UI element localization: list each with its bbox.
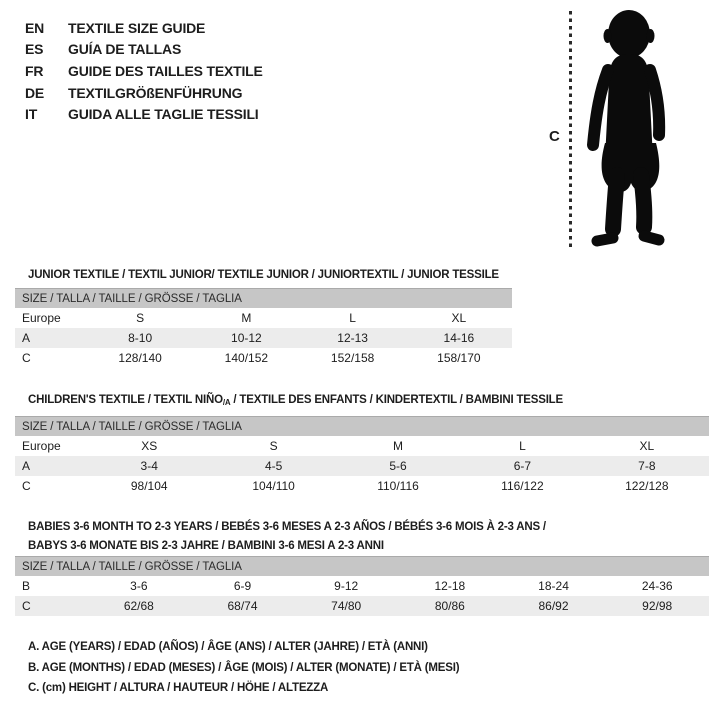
row-label: Europe xyxy=(22,439,61,453)
children-title-subscript: /A xyxy=(222,397,231,407)
size-cell: S xyxy=(269,439,278,453)
table-row-height: C 98/104 104/110 110/116 116/122 122/128 xyxy=(15,476,709,496)
row-label: C xyxy=(22,599,31,613)
age-cell: 9-12 xyxy=(334,579,359,593)
size-cell: L xyxy=(519,439,526,453)
height-cell: 92/98 xyxy=(642,599,673,613)
children-title-text: / TEXTILE DES ENFANTS / KINDERTEXTIL / B… xyxy=(230,393,563,406)
babies-section-title: BABIES 3-6 MONTH TO 2-3 YEARS / BEBÉS 3-… xyxy=(28,518,546,556)
height-measure-line xyxy=(569,11,572,251)
age-cell: 8-10 xyxy=(128,331,153,345)
age-cell: 7-8 xyxy=(638,459,656,473)
height-measure-label: C xyxy=(549,128,560,145)
size-cell: M xyxy=(393,439,404,453)
language-code: EN xyxy=(25,19,45,36)
toddler-silhouette-icon xyxy=(587,10,666,247)
height-cell: 98/104 xyxy=(130,479,168,493)
row-label: Europe xyxy=(22,311,61,325)
language-row-en: EN TEXTILE SIZE GUIDE xyxy=(25,17,263,39)
height-cell: 68/74 xyxy=(227,599,258,613)
height-cell: 152/158 xyxy=(330,351,375,365)
footnote-age-months: B. AGE (MONTHS) / EDAD (MESES) / ÂGE (MO… xyxy=(28,661,460,674)
size-header-row: SIZE / TALLA / TAILLE / GRÖSSE / TAGLIA xyxy=(15,556,709,576)
size-cell: XL xyxy=(451,311,467,325)
language-label: GUIDE DES TAILLES TEXTILE xyxy=(68,62,263,79)
age-cell: 12-18 xyxy=(434,579,466,593)
height-cell: 128/140 xyxy=(118,351,162,365)
height-cell: 62/68 xyxy=(123,599,154,613)
language-row-de: DE TEXTILGRÖßENFÜHRUNG xyxy=(25,82,263,104)
row-label: C xyxy=(22,479,31,493)
height-cell: 122/128 xyxy=(625,479,669,493)
children-section-title: CHILDREN'S TEXTILE / TEXTIL NIÑO/A / TEX… xyxy=(28,391,563,412)
babies-title-line2: BABYS 3-6 MONATE BIS 2-3 JAHRE / BAMBINI… xyxy=(28,539,384,552)
language-code: IT xyxy=(25,106,38,123)
junior-size-table: SIZE / TALLA / TAILLE / GRÖSSE / TAGLIA … xyxy=(15,288,512,368)
row-label: A xyxy=(22,331,31,345)
height-cell: 158/170 xyxy=(437,351,481,365)
age-cell: 18-24 xyxy=(538,579,569,593)
size-header-row: SIZE / TALLA / TAILLE / GRÖSSE / TAGLIA xyxy=(15,416,709,436)
children-size-table: SIZE / TALLA / TAILLE / GRÖSSE / TAGLIA … xyxy=(15,416,709,496)
height-cell: 74/80 xyxy=(331,599,362,613)
age-cell: 6-9 xyxy=(233,579,252,593)
language-label: GUIDA ALLE TAGLIE TESSILI xyxy=(68,106,259,123)
language-code: DE xyxy=(25,84,45,101)
size-cell: S xyxy=(136,311,145,325)
measurement-figure: C xyxy=(545,6,715,256)
age-cell: 24-36 xyxy=(641,579,673,593)
table-row-age-months: B 3-6 6-9 9-12 12-18 18-24 24-36 xyxy=(15,576,709,596)
table-row-age: A 8-10 10-12 12-13 14-16 xyxy=(15,328,512,348)
babies-size-table: SIZE / TALLA / TAILLE / GRÖSSE / TAGLIA … xyxy=(15,556,709,616)
age-cell: 3-4 xyxy=(140,459,158,473)
footnote-height-cm: C. (cm) HEIGHT / ALTURA / HAUTEUR / HÖHE… xyxy=(28,682,329,694)
row-label: C xyxy=(22,351,31,365)
table-row-europe: Europe XS S M L XL xyxy=(15,436,709,456)
language-label: GUÍA DE TALLAS xyxy=(68,41,182,58)
size-cell: L xyxy=(349,311,356,325)
language-row-it: IT GUIDA ALLE TAGLIE TESSILI xyxy=(25,103,263,125)
height-cell: 104/110 xyxy=(252,479,295,493)
size-cell: XS xyxy=(141,439,158,453)
row-label: A xyxy=(22,459,31,473)
size-cell: XL xyxy=(639,439,655,453)
junior-section-title: JUNIOR TEXTILE / TEXTIL JUNIOR/ TEXTILE … xyxy=(28,268,499,281)
table-row-age: A 3-4 4-5 5-6 6-7 7-8 xyxy=(15,456,709,476)
footnote-age-years: A. AGE (YEARS) / EDAD (AÑOS) / ÂGE (ANS)… xyxy=(28,641,428,653)
language-list: EN TEXTILE SIZE GUIDE ES GUÍA DE TALLAS … xyxy=(25,17,263,125)
footnote-legend: A. AGE (YEARS) / EDAD (AÑOS) / ÂGE (ANS)… xyxy=(28,637,460,699)
babies-title-line1: BABIES 3-6 MONTH TO 2-3 YEARS / BEBÉS 3-… xyxy=(28,520,546,533)
size-cell: M xyxy=(241,311,252,325)
height-cell: 140/152 xyxy=(224,351,269,365)
size-header-row: SIZE / TALLA / TAILLE / GRÖSSE / TAGLIA xyxy=(15,288,512,308)
language-label: TEXTILGRÖßENFÜHRUNG xyxy=(68,84,243,101)
height-cell: 116/122 xyxy=(501,479,544,493)
language-row-fr: FR GUIDE DES TAILLES TEXTILE xyxy=(25,60,263,82)
table-row-height: C 62/68 68/74 74/80 80/86 86/92 92/98 xyxy=(15,596,709,616)
table-row-height: C 128/140 140/152 152/158 158/170 xyxy=(15,348,512,368)
table-row-europe: Europe S M L XL xyxy=(15,308,512,328)
language-label: TEXTILE SIZE GUIDE xyxy=(68,19,206,36)
language-code: ES xyxy=(25,41,44,58)
age-cell: 14-16 xyxy=(443,331,475,345)
row-label: B xyxy=(22,579,31,593)
age-cell: 6-7 xyxy=(513,459,532,473)
children-title-text: CHILDREN'S TEXTILE / TEXTIL NIÑO xyxy=(28,393,223,406)
height-cell: 80/86 xyxy=(434,599,465,613)
language-code: FR xyxy=(25,62,44,79)
height-cell: 86/92 xyxy=(538,599,569,613)
height-cell: 110/116 xyxy=(377,479,419,493)
age-cell: 10-12 xyxy=(231,331,262,345)
language-row-es: ES GUÍA DE TALLAS xyxy=(25,39,263,61)
age-cell: 5-6 xyxy=(389,459,407,473)
age-cell: 12-13 xyxy=(337,331,368,345)
age-cell: 3-6 xyxy=(130,579,148,593)
age-cell: 4-5 xyxy=(264,459,283,473)
